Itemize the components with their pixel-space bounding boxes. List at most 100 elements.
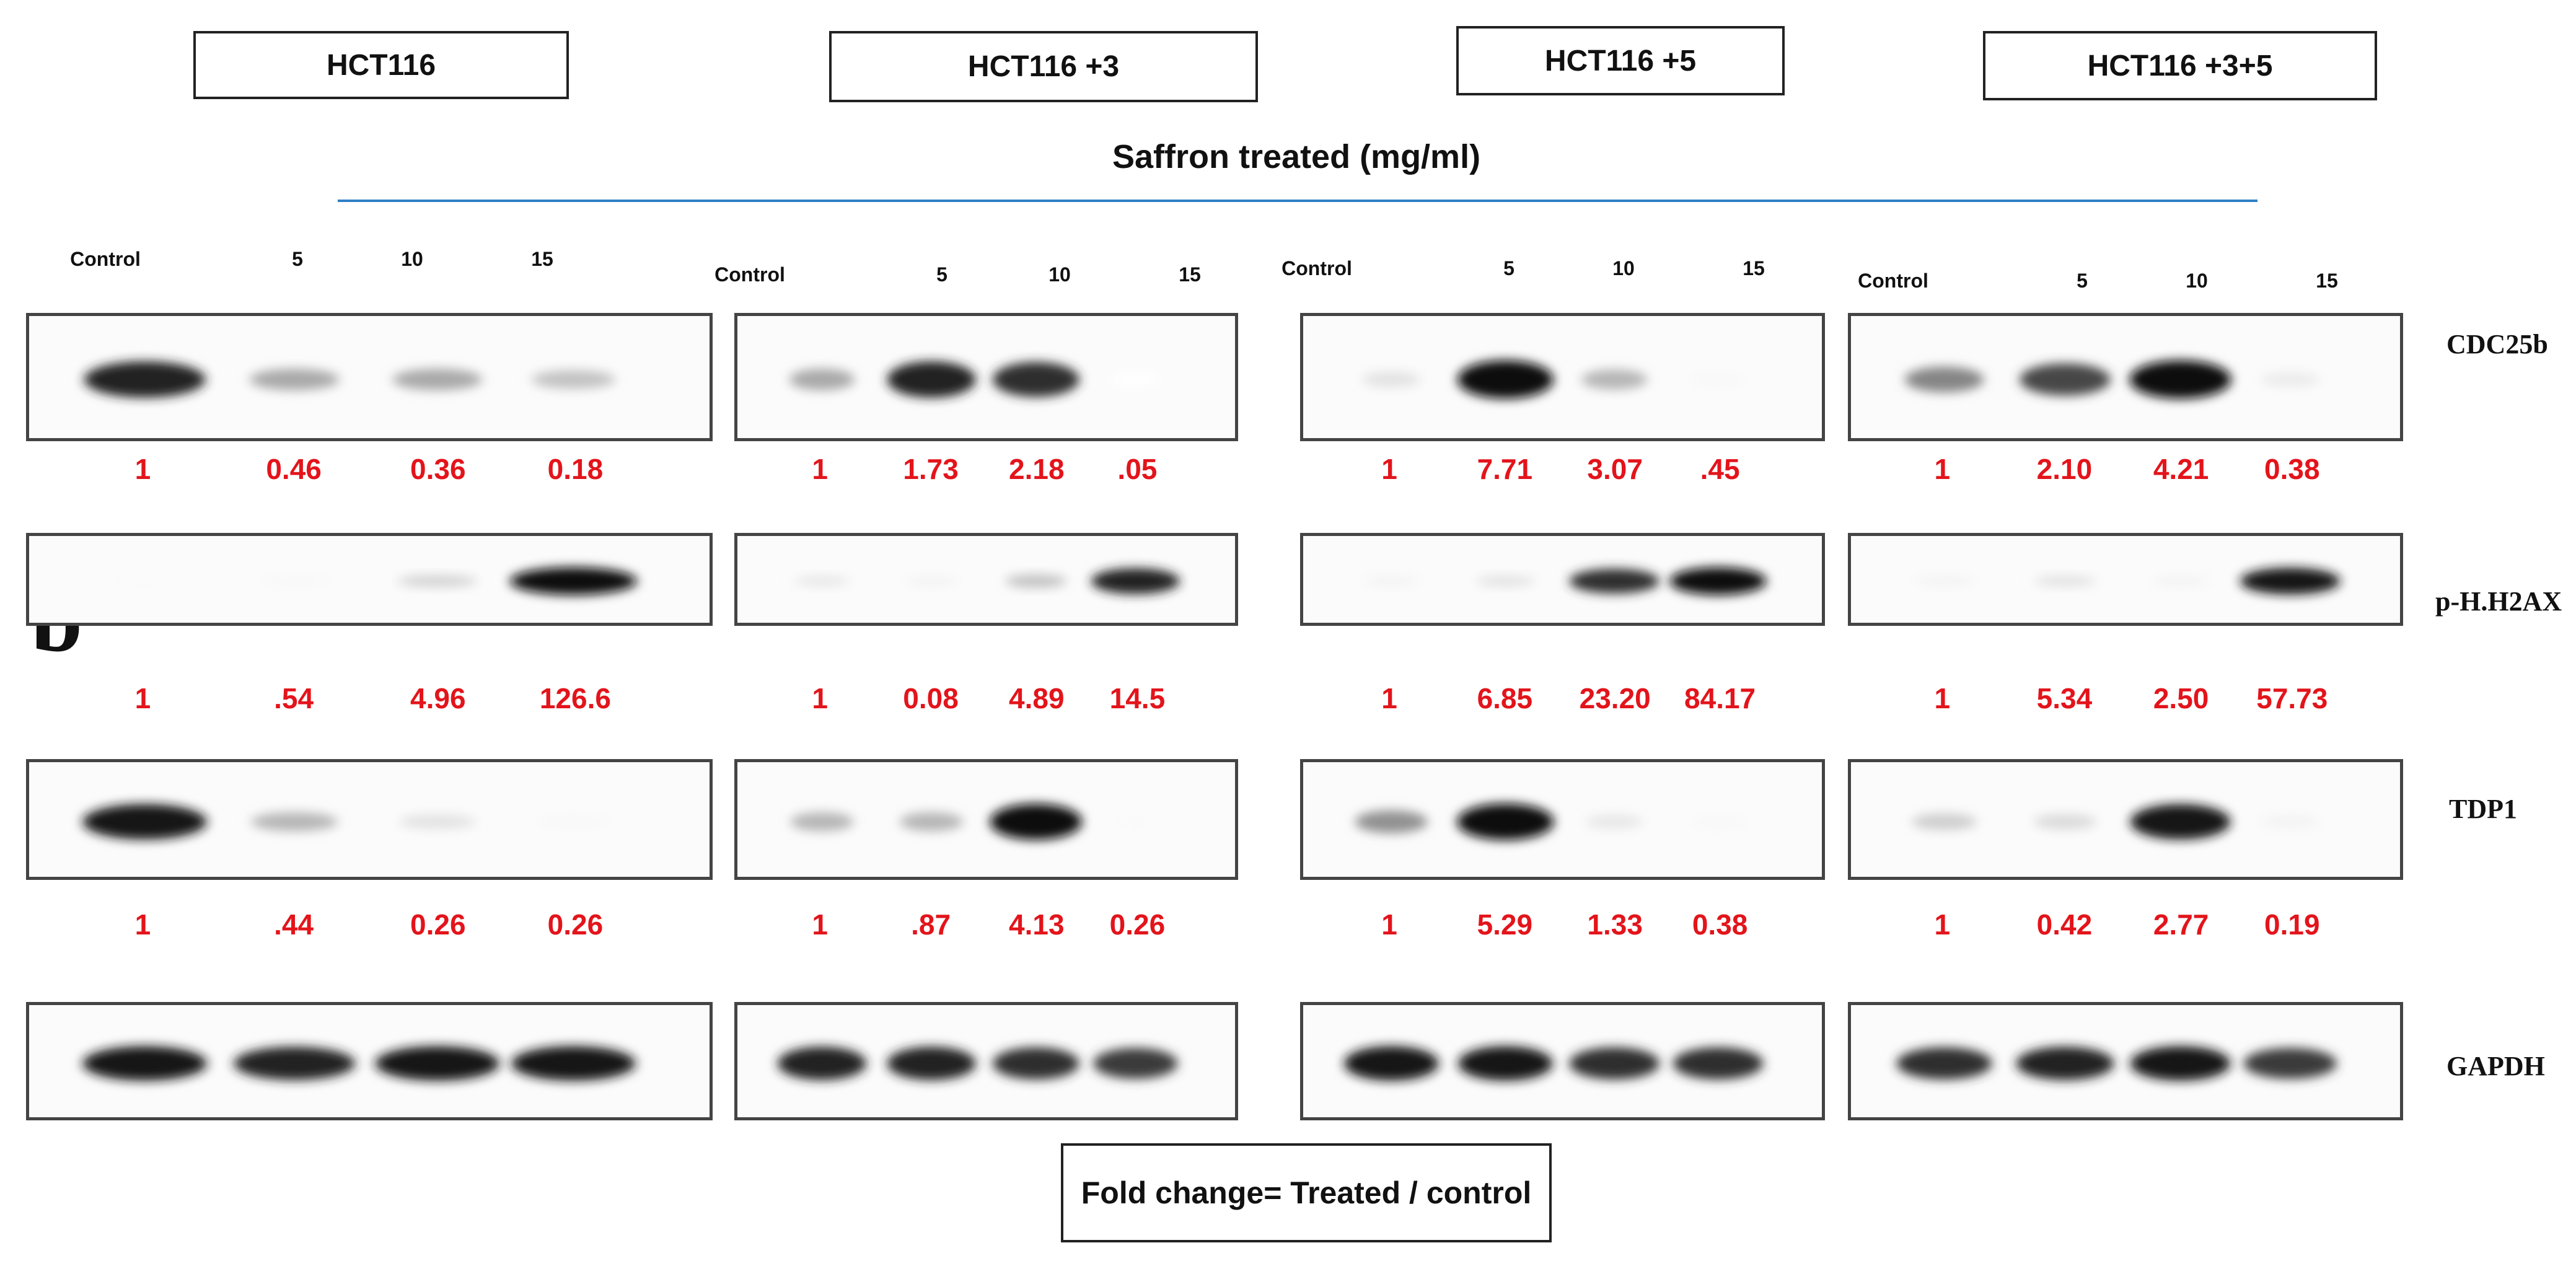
band-p-h-h2ax-lane-4 xyxy=(2240,568,2341,595)
fold-change-value: 1 xyxy=(1934,908,1951,941)
fold-change-value: 0.36 xyxy=(410,453,466,485)
blot-image xyxy=(1904,360,2320,399)
fold-change-value: 4.89 xyxy=(1009,682,1065,714)
blot-image xyxy=(1363,567,1767,595)
concentration-label: 10 xyxy=(1612,257,1635,279)
fold-change-formula: Fold change= Treated / control xyxy=(1061,1143,1552,1242)
band-p-h-h2ax-lane-2 xyxy=(1476,575,1535,587)
fold-change-value: 0.38 xyxy=(1692,908,1748,941)
fold-change-value: 1 xyxy=(1934,453,1951,485)
band-cdc25b-lane-3 xyxy=(1581,369,1648,390)
fold-change-value: .44 xyxy=(274,908,314,941)
fold-change-value: 0.19 xyxy=(2264,908,2320,941)
band-cdc25b-lane-2 xyxy=(2020,363,2111,396)
band-gapdh-lane-1 xyxy=(1343,1046,1439,1081)
protein-label: GAPDH xyxy=(2446,1051,2545,1081)
band-p-h-h2ax-lane-1 xyxy=(1363,576,1419,586)
fold-change-value: 2.50 xyxy=(2153,682,2209,714)
band-tdp1-lane-4 xyxy=(538,815,609,828)
band-gapdh-lane-4 xyxy=(2243,1048,2337,1079)
band-tdp1-lane-4 xyxy=(1690,815,1746,828)
fold-change-value: 1.33 xyxy=(1587,908,1643,941)
blot-panel xyxy=(26,313,713,441)
blot-image xyxy=(1911,804,2319,840)
blot-panel xyxy=(1300,1002,1825,1120)
blot-panel xyxy=(1848,533,2403,626)
fold-change-value: 0.26 xyxy=(410,908,466,941)
band-cdc25b-lane-1 xyxy=(1362,371,1421,387)
blot-panel xyxy=(26,533,713,626)
blot-panel xyxy=(1300,533,1825,626)
band-cdc25b-lane-3 xyxy=(992,362,1079,397)
band-tdp1-lane-4 xyxy=(2261,815,2319,828)
fold-change-value: 23.20 xyxy=(1579,682,1651,714)
band-gapdh-lane-2 xyxy=(2016,1047,2114,1081)
band-gapdh-lane-1 xyxy=(777,1047,867,1081)
band-gapdh-lane-4 xyxy=(1093,1048,1178,1079)
band-tdp1-lane-2 xyxy=(2033,814,2097,830)
fold-change-value: 1 xyxy=(812,682,828,714)
fold-change-value: 4.21 xyxy=(2153,453,2209,485)
group-header-2: HCT116 +3 xyxy=(829,31,1258,102)
band-gapdh-lane-3 xyxy=(375,1046,500,1081)
band-gapdh-lane-3 xyxy=(2130,1046,2231,1081)
band-gapdh-lane-4 xyxy=(511,1046,636,1081)
band-gapdh-lane-2 xyxy=(1457,1046,1553,1081)
band-tdp1-lane-2 xyxy=(251,812,338,832)
blot-panel xyxy=(26,1002,713,1120)
band-cdc25b-lane-3 xyxy=(392,369,483,390)
fold-change-value: 1 xyxy=(1934,682,1951,714)
blot-image xyxy=(82,1046,636,1081)
blot-image xyxy=(1343,1046,1764,1081)
blot-image xyxy=(790,804,1162,840)
fold-change-value: 0.26 xyxy=(547,908,604,941)
band-cdc25b-lane-1 xyxy=(789,369,855,390)
concentration-label: Control xyxy=(714,263,785,286)
band-p-h-h2ax-lane-4 xyxy=(1669,567,1767,595)
fold-change-value: 5.29 xyxy=(1477,908,1533,941)
band-tdp1-lane-2 xyxy=(899,812,964,832)
band-p-h-h2ax-lane-2 xyxy=(258,576,330,586)
fold-change-value: 2.77 xyxy=(2153,908,2209,941)
concentration-label: 15 xyxy=(1743,257,1765,279)
band-cdc25b-lane-3 xyxy=(2129,360,2231,399)
band-gapdh-lane-3 xyxy=(992,1047,1079,1080)
concentration-label: 5 xyxy=(2077,270,2088,292)
band-p-h-h2ax-lane-2 xyxy=(2034,575,2096,587)
group-header-1: HCT116 xyxy=(193,31,569,99)
blot-image xyxy=(1896,1046,2337,1081)
band-p-h-h2ax-lane-3 xyxy=(2151,576,2210,586)
band-tdp1-lane-1 xyxy=(1355,810,1428,833)
band-tdp1-lane-3 xyxy=(2130,804,2231,840)
protein-label: p-H.H2AX xyxy=(2435,586,2562,617)
band-tdp1-lane-2 xyxy=(1457,803,1554,840)
band-tdp1-lane-1 xyxy=(790,812,854,832)
band-gapdh-lane-3 xyxy=(1569,1047,1660,1080)
blot-panel xyxy=(1848,759,2403,880)
band-tdp1-lane-3 xyxy=(399,814,476,829)
blot-image xyxy=(82,804,609,840)
blot-panel xyxy=(1848,313,2403,441)
concentration-label: 10 xyxy=(1048,263,1071,286)
fold-change-value: 4.13 xyxy=(1009,908,1065,941)
fold-change-value: 0.18 xyxy=(547,453,604,485)
fold-change-value: 7.71 xyxy=(1477,453,1533,485)
band-cdc25b-lane-1 xyxy=(1904,366,1984,393)
fold-change-value: 1.73 xyxy=(903,453,959,485)
concentration-label: 15 xyxy=(1179,263,1201,286)
band-cdc25b-lane-2 xyxy=(887,361,976,398)
fold-change-value: 1 xyxy=(1381,453,1397,485)
treatment-rule xyxy=(338,200,2257,202)
band-gapdh-lane-1 xyxy=(1896,1047,1992,1080)
concentration-label: 10 xyxy=(2186,270,2208,292)
blot-image xyxy=(1355,803,1746,840)
fold-change-value: 0.38 xyxy=(2264,453,2320,485)
concentration-label: 15 xyxy=(531,248,553,270)
blot-panel xyxy=(1300,313,1825,441)
concentration-label: Control xyxy=(1858,270,1928,292)
fold-change-value: 0.26 xyxy=(1109,908,1166,941)
fold-change-value: .45 xyxy=(1700,453,1740,485)
band-p-h-h2ax-lane-1 xyxy=(1915,576,1974,586)
band-tdp1-lane-3 xyxy=(1585,814,1643,829)
blot-image xyxy=(84,361,616,398)
